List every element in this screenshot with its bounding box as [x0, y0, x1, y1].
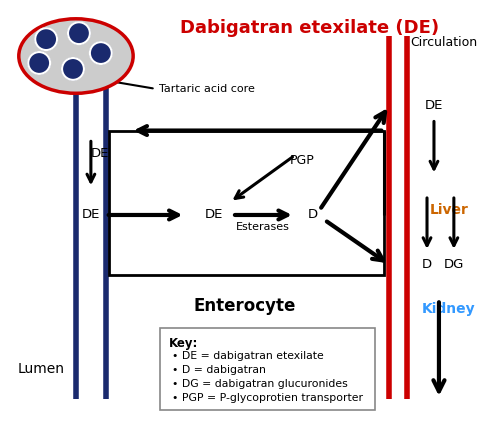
Text: • PGP = P-glycoprotien transporter: • PGP = P-glycoprotien transporter [172, 393, 364, 403]
Text: Tartaric acid core: Tartaric acid core [158, 84, 254, 94]
Text: • D = dabigatran: • D = dabigatran [172, 365, 266, 375]
Text: Enterocyte: Enterocyte [194, 298, 296, 315]
Text: Lumen: Lumen [18, 362, 64, 376]
Text: DG: DG [444, 258, 464, 271]
Text: Kidney: Kidney [422, 302, 476, 316]
Text: PGP: PGP [290, 154, 314, 167]
Circle shape [35, 28, 57, 50]
Text: D: D [308, 209, 318, 221]
Circle shape [28, 52, 50, 74]
Text: D: D [422, 258, 432, 271]
Circle shape [90, 42, 112, 64]
Text: DE: DE [206, 209, 224, 221]
Ellipse shape [19, 19, 133, 93]
Text: • DE = dabigatran etexilate: • DE = dabigatran etexilate [172, 351, 324, 361]
Circle shape [62, 58, 84, 80]
Text: Liver: Liver [430, 203, 469, 217]
Text: DE: DE [82, 209, 100, 221]
FancyBboxPatch shape [160, 328, 376, 410]
Text: • DG = dabigatran glucuronides: • DG = dabigatran glucuronides [172, 379, 348, 389]
Text: Esterases: Esterases [236, 222, 290, 232]
Bar [109, 131, 384, 275]
Text: Key:: Key: [168, 337, 198, 350]
Text: DE: DE [425, 99, 443, 112]
Text: Dabigatran etexilate (DE): Dabigatran etexilate (DE) [180, 19, 439, 37]
Circle shape [68, 22, 90, 44]
Text: Circulation: Circulation [410, 36, 478, 49]
Text: DE: DE [91, 147, 110, 160]
